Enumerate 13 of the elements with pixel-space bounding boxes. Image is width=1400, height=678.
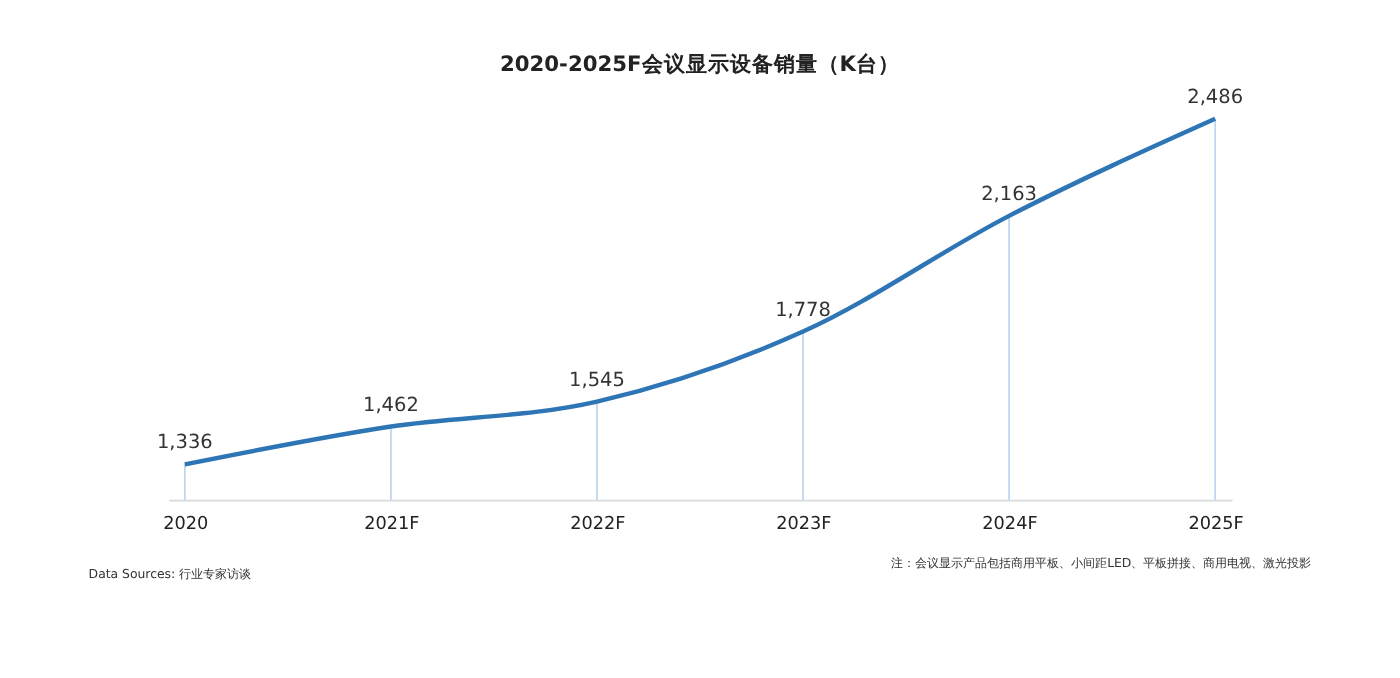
data-label: 1,336 <box>156 432 213 455</box>
chart-title: 2020-2025F会议显示设备销量（K台） <box>499 50 901 77</box>
data-label: 1,462 <box>363 394 419 417</box>
data-label: 1,778 <box>775 299 831 322</box>
x-tick-label: 2022F <box>570 515 626 536</box>
data-label: 2,163 <box>981 183 1037 206</box>
x-tick-label: 2020 <box>163 515 209 536</box>
x-tick-label: 2021F <box>364 515 420 536</box>
x-tick-label: 2023F <box>776 515 832 536</box>
data-label: 2,486 <box>1187 86 1244 109</box>
x-tick-label: 2024F <box>982 515 1038 536</box>
x-tick-label: 2025F <box>1188 515 1244 536</box>
data-label: 1,545 <box>569 369 625 392</box>
